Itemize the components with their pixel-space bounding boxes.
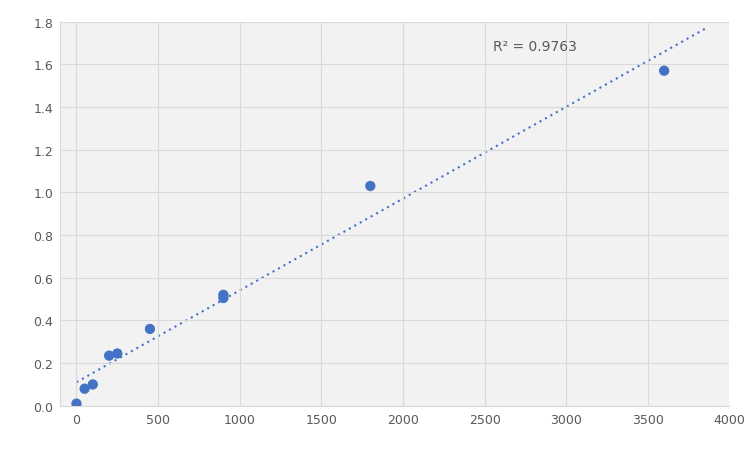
Point bbox=[144, 326, 156, 333]
Point bbox=[103, 352, 115, 359]
Point bbox=[217, 295, 229, 302]
Point bbox=[86, 381, 99, 388]
Point bbox=[217, 291, 229, 299]
Point bbox=[71, 400, 83, 407]
Text: R² = 0.9763: R² = 0.9763 bbox=[493, 40, 577, 54]
Point bbox=[364, 183, 376, 190]
Point bbox=[658, 68, 670, 75]
Point bbox=[111, 350, 123, 357]
Point bbox=[79, 385, 91, 392]
